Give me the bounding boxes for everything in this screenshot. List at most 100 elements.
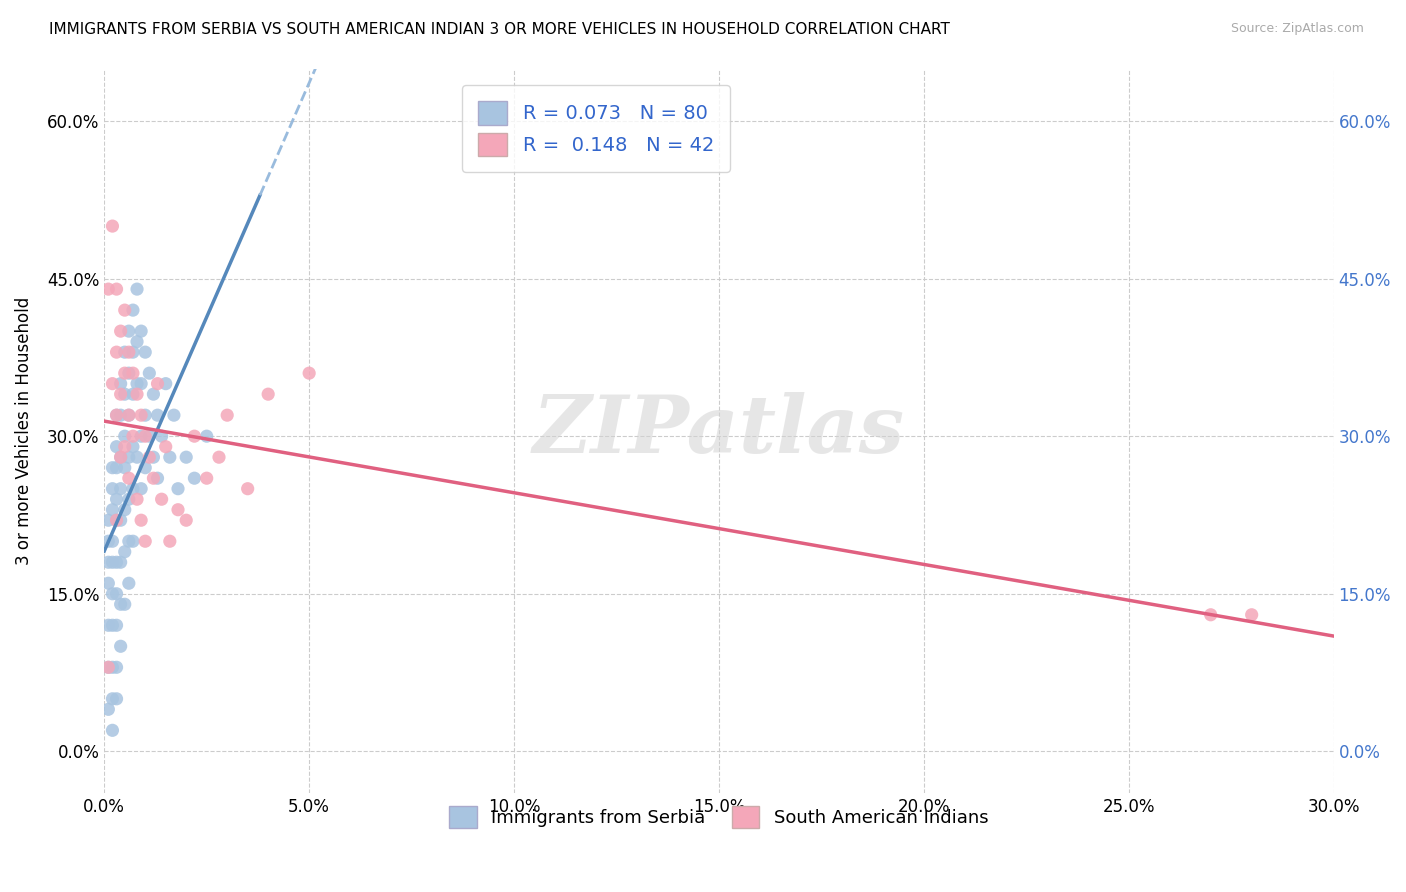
- Point: [105, 408, 128, 422]
- Point: [122, 534, 145, 549]
- Point: [110, 450, 132, 465]
- Point: [122, 303, 145, 318]
- Point: [105, 691, 128, 706]
- Point: [101, 482, 124, 496]
- Point: [174, 450, 197, 465]
- Point: [97, 534, 120, 549]
- Point: [163, 408, 186, 422]
- Point: [257, 387, 280, 401]
- Point: [195, 471, 218, 485]
- Point: [159, 450, 181, 465]
- Point: [150, 492, 173, 507]
- Point: [134, 408, 156, 422]
- Point: [118, 408, 141, 422]
- Point: [105, 440, 128, 454]
- Point: [1240, 607, 1263, 622]
- Point: [217, 408, 239, 422]
- Point: [134, 534, 156, 549]
- Point: [105, 513, 128, 527]
- Point: [118, 471, 141, 485]
- Text: Source: ZipAtlas.com: Source: ZipAtlas.com: [1230, 22, 1364, 36]
- Point: [138, 429, 160, 443]
- Point: [155, 440, 177, 454]
- Point: [114, 460, 136, 475]
- Point: [114, 440, 136, 454]
- Point: [101, 460, 124, 475]
- Point: [97, 555, 120, 569]
- Point: [105, 460, 128, 475]
- Point: [97, 618, 120, 632]
- Point: [159, 534, 181, 549]
- Text: IMMIGRANTS FROM SERBIA VS SOUTH AMERICAN INDIAN 3 OR MORE VEHICLES IN HOUSEHOLD : IMMIGRANTS FROM SERBIA VS SOUTH AMERICAN…: [49, 22, 950, 37]
- Point: [105, 587, 128, 601]
- Point: [114, 597, 136, 611]
- Point: [110, 597, 132, 611]
- Point: [110, 376, 132, 391]
- Point: [105, 345, 128, 359]
- Point: [118, 324, 141, 338]
- Point: [114, 387, 136, 401]
- Point: [138, 366, 160, 380]
- Point: [183, 471, 205, 485]
- Point: [114, 345, 136, 359]
- Point: [167, 502, 190, 516]
- Point: [97, 660, 120, 674]
- Point: [142, 450, 165, 465]
- Point: [101, 691, 124, 706]
- Point: [129, 324, 152, 338]
- Point: [110, 387, 132, 401]
- Point: [134, 460, 156, 475]
- Point: [146, 408, 169, 422]
- Point: [134, 345, 156, 359]
- Point: [101, 376, 124, 391]
- Point: [101, 534, 124, 549]
- Point: [110, 482, 132, 496]
- Point: [1199, 607, 1222, 622]
- Point: [167, 482, 190, 496]
- Point: [105, 618, 128, 632]
- Point: [101, 660, 124, 674]
- Point: [129, 408, 152, 422]
- Point: [105, 408, 128, 422]
- Point: [110, 555, 132, 569]
- Point: [118, 534, 141, 549]
- Point: [101, 219, 124, 233]
- Point: [236, 482, 259, 496]
- Point: [195, 429, 218, 443]
- Point: [142, 387, 165, 401]
- Point: [183, 429, 205, 443]
- Point: [129, 513, 152, 527]
- Point: [105, 555, 128, 569]
- Point: [150, 429, 173, 443]
- Point: [101, 587, 124, 601]
- Point: [134, 429, 156, 443]
- Point: [97, 576, 120, 591]
- Point: [101, 555, 124, 569]
- Point: [122, 440, 145, 454]
- Point: [101, 723, 124, 738]
- Point: [97, 702, 120, 716]
- Legend: Immigrants from Serbia, South American Indians: Immigrants from Serbia, South American I…: [443, 798, 995, 835]
- Point: [97, 282, 120, 296]
- Point: [142, 471, 165, 485]
- Point: [125, 387, 148, 401]
- Point: [146, 376, 169, 391]
- Point: [129, 429, 152, 443]
- Point: [110, 324, 132, 338]
- Point: [125, 334, 148, 349]
- Point: [125, 282, 148, 296]
- Point: [155, 376, 177, 391]
- Point: [105, 660, 128, 674]
- Point: [146, 471, 169, 485]
- Point: [105, 492, 128, 507]
- Text: ZIPatlas: ZIPatlas: [533, 392, 905, 470]
- Point: [118, 366, 141, 380]
- Point: [110, 408, 132, 422]
- Point: [138, 450, 160, 465]
- Point: [105, 282, 128, 296]
- Point: [174, 513, 197, 527]
- Point: [114, 545, 136, 559]
- Point: [129, 376, 152, 391]
- Point: [118, 408, 141, 422]
- Point: [97, 660, 120, 674]
